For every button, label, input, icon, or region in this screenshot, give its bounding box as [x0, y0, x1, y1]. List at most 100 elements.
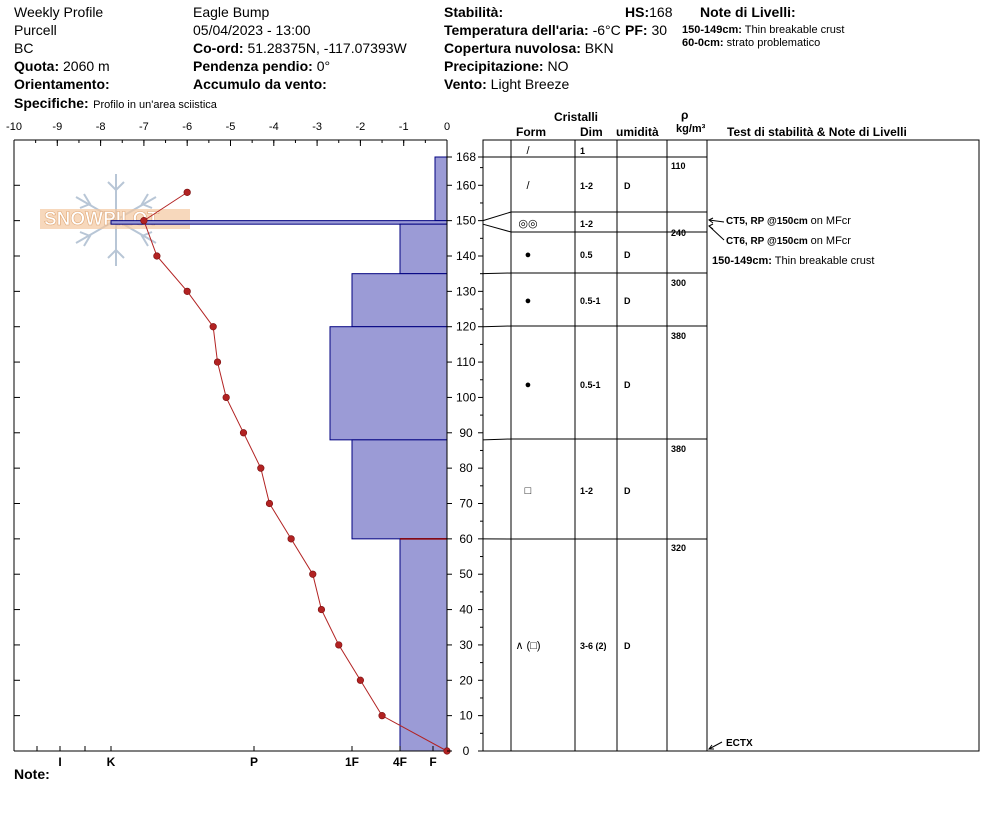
density-unit-header: kg/m³: [676, 123, 706, 135]
temp-tick-label: 0: [444, 121, 450, 133]
height-tick-label: 10: [459, 709, 473, 723]
cloud-label: Copertura nuvolosa:: [444, 40, 581, 56]
density-value: 110: [671, 161, 686, 171]
layer-connector: [482, 211, 512, 222]
temperature-point: [222, 393, 230, 402]
pf-value: 30: [651, 22, 668, 38]
temp-tick-label: -1: [399, 121, 409, 133]
ectx-arrow: [708, 741, 723, 750]
note-label: Note:: [14, 766, 50, 782]
grain-form-symbol: ●: [525, 295, 532, 307]
height-tick-label: 130: [456, 284, 476, 298]
hardness-bar: [351, 273, 448, 328]
datetime: 05/04/2023 - 13:00: [193, 22, 311, 38]
cristalli-header: Cristalli: [554, 110, 599, 124]
tests-header: Test di stabilità & Note di Livelli: [727, 125, 907, 139]
test-arrow: [708, 219, 725, 223]
temperature-point: [213, 358, 222, 366]
wind-acc-label: Accumulo da vento:: [193, 76, 327, 92]
dim-header: Dim: [580, 125, 603, 139]
hs-label: HS:: [625, 4, 650, 20]
moisture-value: D: [624, 181, 631, 191]
location: Eagle Bump: [193, 4, 270, 20]
density-value: 380: [671, 331, 686, 341]
umidita-header: umidità: [616, 125, 659, 139]
form-header: Form: [516, 125, 546, 139]
temperature-point: [183, 188, 191, 196]
spec-value: Profilo in un'area sciistica: [93, 99, 217, 111]
temp-tick-label: -5: [226, 121, 236, 133]
temp-tick-label: -8: [96, 121, 106, 133]
grain-form-symbol: ∧ (□): [515, 640, 540, 652]
grain-size: 3-6 (2): [580, 641, 607, 651]
height-tick-label: 90: [459, 426, 473, 440]
temp-tick-label: -2: [356, 121, 366, 133]
spec-label: Specifiche:: [14, 95, 89, 111]
notes-title: Note di Livelli:: [700, 4, 796, 20]
grain-form-symbol: ◎◎: [518, 218, 537, 230]
moisture-value: D: [624, 380, 631, 390]
test-suffix: on MFcr: [810, 215, 851, 227]
density-value: 380: [671, 444, 686, 454]
hardness-label: 1F: [345, 755, 359, 769]
note-text: Thin breakable crust: [744, 24, 845, 36]
hardness-bar: [329, 326, 448, 441]
grain-size: 1-2: [580, 181, 593, 191]
quota-value: 2060 m: [63, 58, 110, 74]
hardness-label: 4F: [393, 755, 407, 769]
cloud-value: BKN: [584, 40, 614, 56]
test-label: CT5, RP @150cm: [726, 216, 808, 227]
grain-size: 0.5: [580, 250, 593, 260]
quota-label: Quota:: [14, 58, 60, 74]
temp-tick-label: -6: [182, 121, 192, 133]
height-tick-label: 168: [456, 150, 476, 164]
hardness-bar: [399, 538, 448, 752]
moisture-value: D: [624, 250, 631, 260]
wind-value: Light Breeze: [490, 76, 570, 92]
layer-connector: [482, 272, 512, 275]
note-range: 60-0cm:: [682, 37, 724, 49]
temperature-point: [287, 535, 295, 543]
moisture-value: D: [624, 296, 631, 306]
temperature-point: [265, 499, 274, 508]
temp-tick-label: -9: [52, 121, 62, 133]
logo-text: SNOWPILOT: [44, 209, 159, 230]
coord-value: 51.28375N, -117.07393W: [247, 40, 407, 56]
temperature-point: [153, 252, 161, 260]
temp-tick-label: -4: [269, 121, 279, 133]
temperature-point: [317, 605, 326, 614]
layer-connector: [482, 438, 512, 441]
temperature-point: [335, 641, 343, 649]
height-tick-label: 150: [456, 214, 476, 228]
pf-label: PF:: [625, 22, 648, 38]
slope-value: 0°: [316, 58, 331, 74]
height-tick-label: 140: [456, 249, 476, 263]
density-value: 300: [671, 278, 686, 288]
temp-tick-label: -7: [139, 121, 149, 133]
height-tick-label: 60: [459, 532, 473, 546]
grain-form-symbol: /: [526, 145, 530, 157]
temperature-point: [378, 712, 386, 720]
height-tick-label: 100: [456, 390, 476, 404]
test-arrowhead: [708, 217, 714, 224]
rho-header: ρ: [681, 108, 689, 122]
grain-form-symbol: □: [525, 485, 532, 497]
note-range: 150-149cm:: [682, 24, 742, 36]
grain-size: 1-2: [580, 486, 593, 496]
ectx-arrowhead: [708, 744, 714, 750]
coord-label: Co-ord:: [193, 40, 244, 56]
hardness-label: F: [429, 755, 436, 769]
grain-form-symbol: ●: [525, 249, 532, 261]
moisture-value: D: [624, 486, 631, 496]
test-suffix: on MFcr: [810, 235, 851, 247]
hs-value: 168: [649, 4, 673, 20]
hardness-bar: [110, 220, 448, 225]
precip-value: NO: [547, 58, 569, 74]
slope-label: Pendenza pendio:: [193, 58, 313, 74]
temperature-point: [140, 217, 148, 225]
height-tick-label: 40: [459, 603, 473, 617]
density-value: 320: [671, 543, 686, 553]
hardness-label: I: [58, 755, 61, 769]
ectx-label: ECTX: [726, 738, 753, 749]
height-tick-label: 70: [459, 497, 473, 511]
